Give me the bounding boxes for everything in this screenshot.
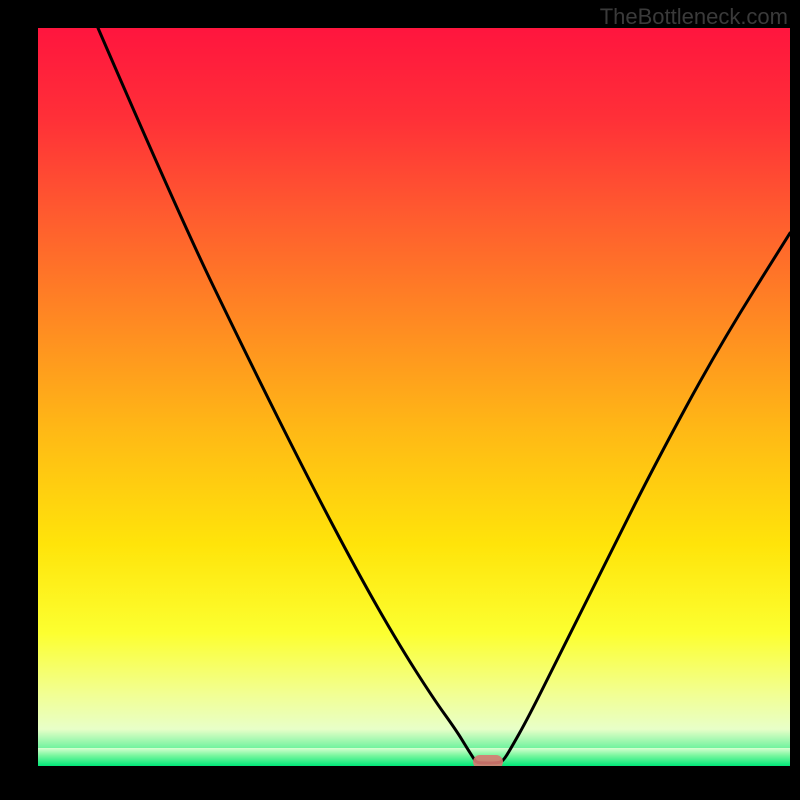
optimum-marker-layer: [38, 28, 790, 766]
watermark-text: TheBottleneck.com: [600, 4, 788, 30]
chart-container: TheBottleneck.com: [0, 0, 800, 800]
optimum-marker: [473, 755, 503, 766]
